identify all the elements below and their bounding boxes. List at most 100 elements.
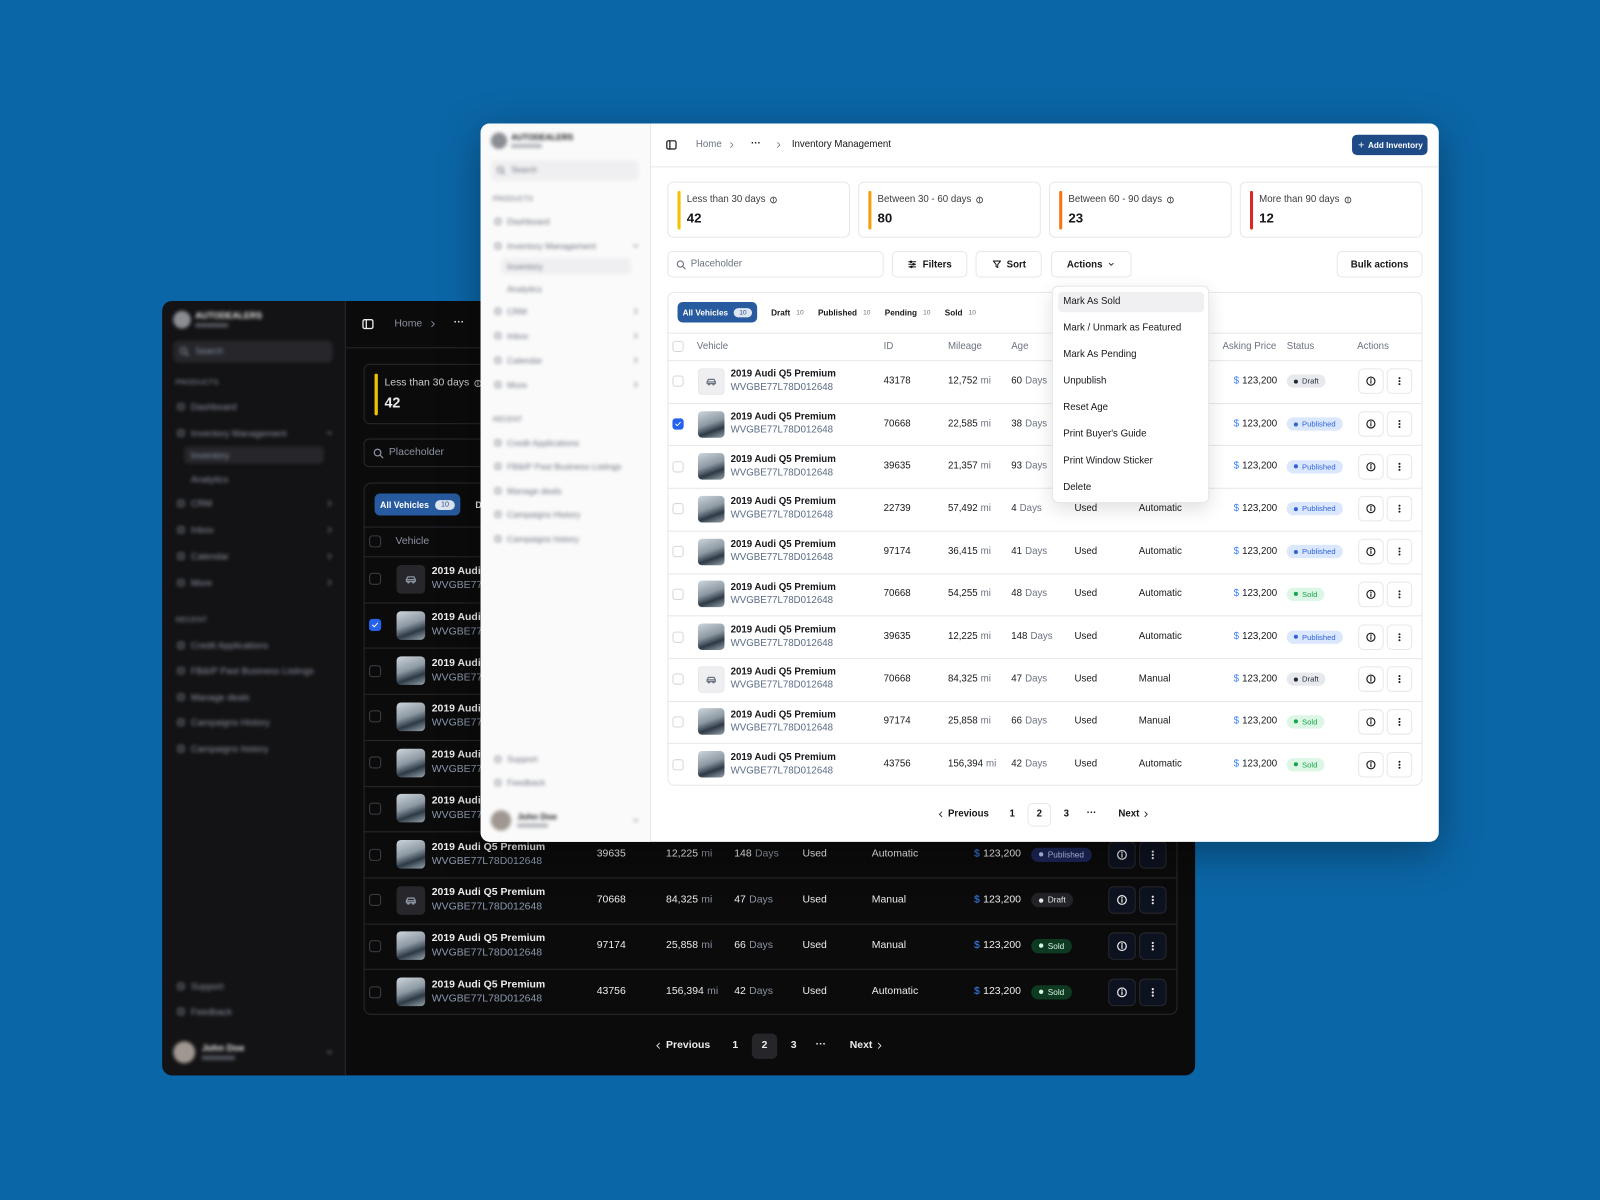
checkbox[interactable] [369,848,382,861]
checkbox[interactable] [672,503,684,515]
nav-item[interactable]: Inventory Management [190,427,287,439]
details-button[interactable] [1358,709,1384,735]
details-button[interactable] [1358,751,1384,778]
more-button[interactable] [1386,751,1413,778]
nav-item[interactable]: More [190,577,213,589]
recent-item[interactable]: FB&IP Past Business Listings [507,461,622,472]
checkbox[interactable] [672,340,684,353]
footer-item[interactable]: Feedback [190,1006,232,1018]
page-number[interactable]: 2 [1036,808,1042,820]
more-button[interactable] [1386,411,1413,437]
more-button[interactable] [1139,886,1167,914]
nav-item[interactable]: More [507,379,527,390]
recent-item[interactable]: Campaigns history [190,743,269,755]
nav-item[interactable]: Calendar [507,355,543,366]
tab[interactable]: All Vehicles 10 [374,493,461,516]
more-button[interactable] [1139,978,1167,1006]
nav-item[interactable]: Analytics [190,473,229,485]
menu-item[interactable]: Mark / Unmark as Featured [1063,322,1182,334]
next-button[interactable]: Next [1118,808,1140,820]
checkbox[interactable] [369,710,382,723]
details-button[interactable] [1358,411,1384,437]
recent-item[interactable]: Campaigns History [507,509,581,520]
more-button[interactable] [1386,368,1413,395]
details-button[interactable] [1358,624,1384,650]
details-button[interactable] [1108,978,1136,1006]
nav-item[interactable]: CRM [190,497,213,509]
checkbox[interactable] [672,673,684,685]
footer-item[interactable]: Support [190,980,224,992]
checkbox[interactable] [369,802,382,815]
breadcrumb-item[interactable]: Home [695,138,722,150]
more-button[interactable] [1386,581,1413,607]
page-number[interactable]: 1 [732,1039,739,1052]
breadcrumb-item[interactable]: Home [394,317,423,330]
menu-item[interactable]: Print Window Sticker [1063,455,1153,467]
more-button[interactable] [1139,840,1167,869]
details-button[interactable] [1358,496,1384,522]
footer-item[interactable]: Support [507,754,538,765]
more-button[interactable] [1386,538,1413,565]
nav-item[interactable]: Inventory [190,449,230,461]
page-number[interactable]: 2 [761,1039,768,1052]
checkbox[interactable] [369,535,382,548]
recent-item[interactable]: Credit Applications [507,437,579,448]
nav-item[interactable]: Inventory Management [507,240,596,252]
more-button[interactable] [1386,666,1413,693]
bulk-actions-button[interactable]: Bulk actions [1336,251,1423,278]
previous-button[interactable]: Previous [947,808,989,820]
menu-item[interactable]: Delete [1063,481,1092,493]
menu-item[interactable]: Print Buyer's Guide [1063,428,1147,440]
details-button[interactable] [1108,840,1136,869]
more-button[interactable] [1386,453,1413,480]
checkbox[interactable] [672,716,684,728]
checkbox[interactable] [672,546,684,558]
search-input[interactable]: Placeholder [667,251,884,278]
menu-item[interactable]: Mark As Pending [1063,348,1137,361]
checkbox[interactable] [369,756,382,769]
filters-button[interactable]: Filters [891,251,968,278]
recent-item[interactable]: Credit Applications [190,639,269,651]
more-button[interactable] [1386,624,1413,650]
details-button[interactable] [1358,453,1384,480]
nav-item[interactable]: CRM [507,306,527,317]
nav-item[interactable]: Inbox [190,524,214,536]
page-number[interactable]: 3 [790,1039,797,1052]
recent-item[interactable]: Manage deals [190,691,250,703]
next-button[interactable]: Next [849,1039,873,1052]
page-number[interactable]: 3 [1063,808,1070,820]
breadcrumb-item[interactable]: ··· [751,137,761,149]
checkbox[interactable] [369,985,382,999]
tab[interactable]: Pending 10 [885,302,931,322]
checkbox[interactable] [672,418,684,430]
nav-item[interactable]: Inbox [507,330,529,341]
tab[interactable]: All Vehicles 10 [677,302,757,323]
more-button[interactable] [1139,932,1167,960]
details-button[interactable] [1358,581,1384,607]
breadcrumb-item[interactable]: ··· [453,316,465,329]
checkbox[interactable] [672,588,684,600]
details-button[interactable] [1358,368,1384,395]
recent-item[interactable]: Manage deals [507,485,562,496]
tab[interactable]: Sold 10 [945,302,976,322]
nav-item[interactable]: Inventory [507,261,543,272]
checkbox[interactable] [672,758,684,771]
checkbox[interactable] [672,460,684,473]
details-button[interactable] [1108,886,1136,914]
checkbox[interactable] [672,631,684,643]
checkbox[interactable] [672,375,684,388]
recent-item[interactable]: Campaigns History [190,716,270,728]
details-button[interactable] [1358,538,1384,565]
checkbox[interactable] [369,618,382,632]
previous-button[interactable]: Previous [666,1039,711,1052]
recent-item[interactable]: FB&IP Past Business Listings [190,665,314,677]
sort-button[interactable]: Sort [975,251,1042,278]
checkbox[interactable] [369,940,382,953]
more-button[interactable] [1386,709,1413,735]
checkbox[interactable] [369,894,382,907]
actions-button[interactable]: Actions [1051,251,1132,278]
nav-item[interactable]: Analytics [507,283,542,294]
nav-item[interactable]: Dashboard [507,216,550,227]
footer-item[interactable]: Feedback [507,777,546,788]
more-button[interactable] [1386,496,1413,522]
